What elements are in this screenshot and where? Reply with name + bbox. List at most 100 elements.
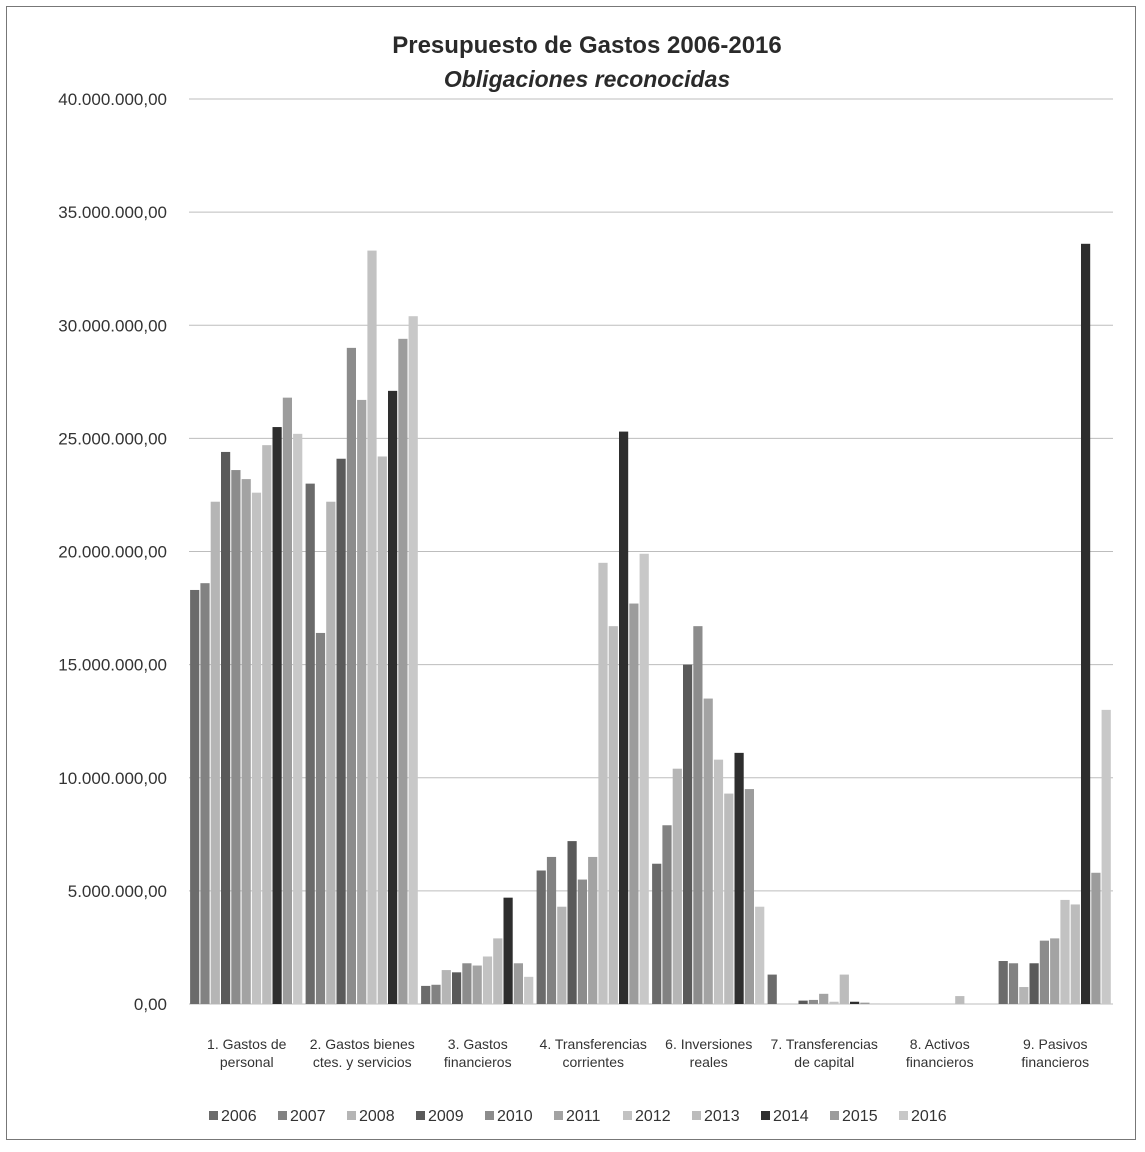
bars (190, 243, 1111, 1005)
x-axis-ticks: 1. Gastos de personal 2. Gastos bienes ctes… (207, 1036, 1089, 1070)
x-tick-label: 9. Pasivos financieros (1021, 1036, 1089, 1070)
x-tick-label: 4. Transferencias corrientes (540, 1036, 647, 1070)
bar-2007-cat4 (546, 856, 557, 1004)
legend-item-2007: 2007 (278, 1108, 326, 1125)
bar-2008-cat8 (1019, 987, 1029, 1004)
bar-2010-cat1 (231, 470, 241, 1004)
bar-2010-cat8 (1039, 940, 1049, 1004)
chart-subtitle: Obligaciones reconocidas (444, 66, 730, 92)
legend-swatch (554, 1111, 563, 1120)
bar-2016-cat1 (293, 433, 303, 1005)
bar-2006-cat5 (652, 863, 662, 1004)
bar-2015-cat4 (629, 603, 639, 1004)
bar-2007-cat2 (315, 632, 326, 1004)
legend-label: 2007 (290, 1108, 326, 1125)
bar-2014-cat1 (272, 427, 282, 1004)
bar-2015-cat5 (744, 789, 754, 1004)
bar-2015-cat1 (282, 397, 292, 1004)
bar-2012-cat3 (482, 956, 493, 1004)
legend-item-2008: 2008 (347, 1108, 395, 1125)
legend-swatch (347, 1111, 356, 1120)
legend-item-2013: 2013 (692, 1108, 740, 1125)
bar-2008-cat4 (557, 906, 567, 1004)
bar-2011-cat5 (703, 698, 713, 1004)
y-tick-label: 35.000.000,00 (58, 203, 167, 222)
bar-2013-cat1 (262, 445, 272, 1005)
bar-2013-cat2 (377, 456, 387, 1005)
bar-2014-cat8 (1081, 243, 1091, 1005)
bar-2015-cat6 (860, 1002, 870, 1004)
y-tick-label: 0,00 (134, 995, 167, 1014)
bar-2014-cat4 (619, 431, 629, 1004)
bar-2013-cat4 (608, 626, 618, 1004)
bar-2016-cat2 (408, 316, 418, 1004)
y-tick-label: 30.000.000,00 (58, 316, 167, 335)
legend-item-2014: 2014 (761, 1108, 809, 1125)
bar-2006-cat3 (421, 985, 431, 1004)
bar-2010-cat3 (462, 963, 472, 1004)
x-tick-label: 8. Activos financieros (906, 1036, 974, 1070)
bar-2009-cat2 (336, 458, 346, 1004)
bar-2012-cat1 (251, 492, 262, 1004)
bar-2014-cat3 (503, 897, 513, 1004)
legend: 2006 2007 2008 2009 2010 2011 2012 2013 2014 2015… (209, 1108, 947, 1125)
x-tick-label: 1. Gastos de personal (207, 1036, 287, 1070)
bar-2013-cat5 (724, 793, 734, 1004)
y-tick-label: 25.000.000,00 (58, 429, 167, 448)
legend-item-2011: 2011 (554, 1108, 601, 1125)
bar-2008-cat1 (210, 501, 220, 1004)
bar-2013-cat3 (493, 938, 503, 1004)
bar-2014-cat5 (734, 752, 744, 1004)
legend-label: 2011 (566, 1108, 601, 1125)
bar-2010-cat4 (577, 879, 587, 1004)
bar-2016-cat8 (1101, 709, 1111, 1004)
legend-swatch (623, 1111, 632, 1120)
legend-item-2009: 2009 (416, 1108, 464, 1125)
bar-2010-cat2 (346, 347, 356, 1004)
bar-2016-cat6 (870, 1003, 880, 1004)
bar-2007-cat5 (662, 825, 672, 1004)
bar-2009-cat5 (683, 664, 693, 1004)
bar-2011-cat6 (819, 993, 829, 1004)
bar-2006-cat1 (190, 589, 200, 1004)
bar-2009-cat8 (1029, 963, 1039, 1004)
legend-swatch (416, 1111, 425, 1120)
bar-2011-cat3 (472, 965, 482, 1004)
bar-2010-cat6 (808, 999, 818, 1004)
legend-swatch (209, 1111, 218, 1120)
bar-2014-cat6 (850, 1001, 860, 1004)
bar-2012-cat6 (829, 1001, 839, 1004)
legend-label: 2010 (497, 1108, 533, 1125)
chart-title: Presupuesto de Gastos 2006-2016 (392, 32, 782, 59)
legend-label: 2014 (773, 1108, 809, 1125)
x-tick-label: 7. Transferencias de capital (771, 1036, 878, 1070)
bar-2015-cat8 (1091, 872, 1101, 1004)
bar-2011-cat2 (357, 399, 367, 1005)
bar-2007-cat8 (1008, 963, 1019, 1004)
x-tick-label: 3. Gastos financieros (444, 1036, 512, 1070)
bar-2009-cat6 (798, 1000, 808, 1004)
bar-2009-cat4 (567, 841, 577, 1004)
chart: Presupuesto de Gastos 2006-2016 Obligaci… (58, 32, 1113, 1125)
legend-label: 2008 (359, 1108, 395, 1125)
bar-2013-cat6 (839, 974, 849, 1004)
legend-item-2012: 2012 (623, 1108, 671, 1125)
legend-swatch (278, 1111, 287, 1120)
bar-2009-cat3 (452, 972, 462, 1004)
legend-label: 2009 (428, 1108, 464, 1125)
legend-item-2016: 2016 (899, 1108, 947, 1125)
bar-2016-cat3 (524, 976, 534, 1004)
legend-swatch (899, 1111, 908, 1120)
bar-2011-cat4 (588, 856, 598, 1004)
y-tick-label: 10.000.000,00 (58, 769, 167, 788)
bar-2007-cat1 (200, 583, 210, 1004)
legend-swatch (830, 1111, 839, 1120)
legend-label: 2016 (911, 1108, 947, 1125)
bar-2012-cat2 (367, 250, 377, 1004)
legend-label: 2015 (842, 1108, 878, 1125)
bar-2007-cat3 (431, 984, 441, 1004)
legend-item-2010: 2010 (485, 1108, 533, 1125)
legend-label: 2013 (704, 1108, 740, 1125)
bar-2008-cat5 (672, 768, 682, 1004)
legend-swatch (692, 1111, 701, 1120)
